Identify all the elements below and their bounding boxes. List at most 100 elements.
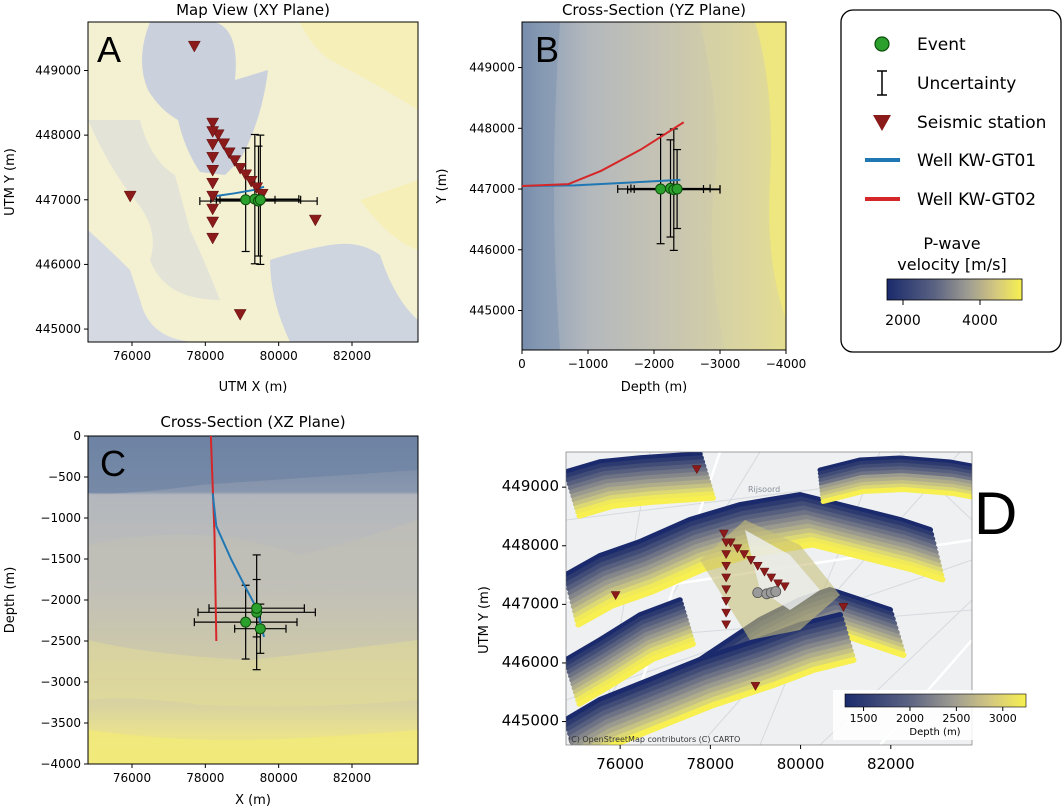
y-tick-label: 446000 bbox=[502, 653, 559, 671]
x-tick-label: 76000 bbox=[113, 349, 151, 363]
seismic-station bbox=[308, 214, 322, 227]
well-kw-gt02-line bbox=[522, 121, 685, 187]
depth-band-stripe bbox=[589, 648, 854, 745]
y-tick-label: 445000 bbox=[502, 712, 559, 730]
seismic-station bbox=[206, 177, 220, 190]
y-tick-label: 448000 bbox=[35, 128, 81, 142]
seismic-station bbox=[206, 126, 220, 138]
y-tick-label: 445000 bbox=[35, 322, 81, 336]
y-tick-label: 447000 bbox=[502, 594, 559, 612]
y-tick-label: 447000 bbox=[35, 193, 81, 207]
depth-colorbar-ticks: 1500 2000 2500 3000 bbox=[850, 707, 1017, 725]
depth-band-stripe bbox=[566, 452, 703, 475]
panel-a-plot bbox=[123, 40, 322, 321]
depth-band-stripe bbox=[568, 613, 688, 679]
x-tick-label: −3000 bbox=[700, 357, 741, 371]
depth-band-stripe bbox=[566, 609, 687, 675]
x-tick-label: 80000 bbox=[260, 771, 298, 785]
seismic-station bbox=[746, 556, 756, 565]
seismic-station bbox=[233, 163, 247, 175]
panel-c-axes: 76000 78000 80000 82000 0 −500 −1000 −1500 −2000… bbox=[40, 429, 371, 785]
depth-band-stripe bbox=[580, 643, 853, 745]
depth-band-stripe bbox=[598, 652, 856, 745]
depth-band-stripe bbox=[568, 467, 708, 491]
depth-band-stripe bbox=[817, 458, 972, 476]
seismic-station bbox=[691, 465, 702, 475]
panel-b-xlabel: Depth (m) bbox=[621, 380, 688, 395]
x-tick-label: 80000 bbox=[260, 349, 298, 363]
panel-d-letter: D bbox=[974, 480, 1017, 547]
panel-c-title: Cross-Section (XZ Plane) bbox=[160, 413, 345, 431]
depth-band-stripe bbox=[566, 621, 846, 732]
y-tick-label: 448000 bbox=[502, 536, 559, 554]
seismic-station bbox=[721, 608, 732, 618]
panel-b-letter: B bbox=[535, 29, 559, 70]
seismic-station bbox=[721, 561, 732, 571]
depth-band-stripe bbox=[566, 459, 706, 483]
seismic-station bbox=[721, 585, 732, 595]
depth-band-stripe bbox=[820, 486, 972, 504]
seismic-station bbox=[779, 582, 790, 592]
map-place-label: Rijsoord bbox=[748, 485, 780, 494]
depth-colorbar-tick-label: 2500 bbox=[942, 712, 970, 725]
event-point bbox=[254, 194, 266, 206]
depth-band-stripe bbox=[568, 630, 849, 741]
depth-band-stripe bbox=[818, 465, 972, 483]
depth-band-stripe bbox=[576, 495, 716, 519]
depth-band-stripe bbox=[571, 625, 692, 691]
seismic-station bbox=[206, 203, 220, 216]
seismic-station bbox=[228, 155, 242, 167]
y-tick-label: 448000 bbox=[469, 121, 515, 135]
x-tick-label: 76000 bbox=[113, 771, 151, 785]
y-tick-label: 446000 bbox=[35, 257, 81, 271]
seismic-station bbox=[206, 190, 220, 203]
y-tick-label: 447000 bbox=[469, 182, 515, 196]
legend-colorbar-tick-2000: 2000 bbox=[885, 313, 921, 329]
depth-colorbar-label: Depth (m) bbox=[909, 727, 960, 738]
panel-d-plot bbox=[610, 465, 849, 691]
depth-colorbar-tick-label: 1500 bbox=[850, 712, 878, 725]
legend-colorbar-title-1: P-wave bbox=[923, 234, 980, 253]
y-tick-label: −1000 bbox=[40, 511, 81, 525]
depth-band-stripe bbox=[566, 491, 933, 578]
depth-band-stripe bbox=[818, 462, 972, 480]
y-tick-label: 446000 bbox=[469, 243, 515, 257]
y-tick-label: 449000 bbox=[35, 63, 81, 77]
panel-a-letter: A bbox=[97, 29, 121, 70]
depth-band-stripe bbox=[607, 657, 857, 745]
y-tick-label: −4000 bbox=[40, 757, 81, 771]
legend-station-marker bbox=[873, 115, 891, 131]
event-point bbox=[240, 194, 252, 206]
depth-band-stripe bbox=[572, 629, 693, 695]
seismic-station bbox=[721, 573, 732, 583]
depth-band-stripe bbox=[569, 471, 709, 495]
x-tick-label: 82000 bbox=[867, 755, 915, 773]
seismic-station bbox=[773, 579, 783, 589]
panel-b-ylabel: Y (m) bbox=[435, 169, 450, 205]
panel-b: Cross-Section (YZ Plane) 0 −1000 −2000 −300… bbox=[435, 1, 806, 395]
legend-item-well-1: Well KW-GT01 bbox=[865, 151, 1036, 171]
seismic-station bbox=[721, 538, 732, 548]
depth-band-stripe bbox=[566, 597, 683, 663]
depth-band-stripe bbox=[566, 500, 936, 587]
panel-c-ylabel: Depth (m) bbox=[3, 567, 18, 634]
x-tick-label: 82000 bbox=[333, 349, 371, 363]
depth-band-stripe bbox=[566, 463, 707, 487]
legend-uncertainty-marker bbox=[877, 70, 887, 96]
x-tick-label: −2000 bbox=[634, 357, 675, 371]
x-tick-label: −4000 bbox=[766, 357, 807, 371]
x-tick-label: 78000 bbox=[186, 349, 224, 363]
seismic-station bbox=[244, 176, 258, 188]
seismic-station bbox=[750, 682, 761, 691]
depth-band-stripe bbox=[569, 617, 689, 683]
legend-well1-label: Well KW-GT01 bbox=[917, 151, 1036, 171]
seismic-station bbox=[766, 573, 777, 583]
x-tick-label: −1000 bbox=[568, 357, 609, 371]
legend-item-well-2: Well KW-GT02 bbox=[865, 190, 1036, 210]
seismic-station bbox=[222, 147, 236, 160]
depth-band-stripe bbox=[574, 487, 714, 511]
y-tick-label: −3000 bbox=[40, 675, 81, 689]
depth-band-stripe bbox=[571, 479, 712, 503]
event-point bbox=[254, 623, 266, 635]
depth-colorbar-tick-label: 2000 bbox=[896, 712, 924, 725]
